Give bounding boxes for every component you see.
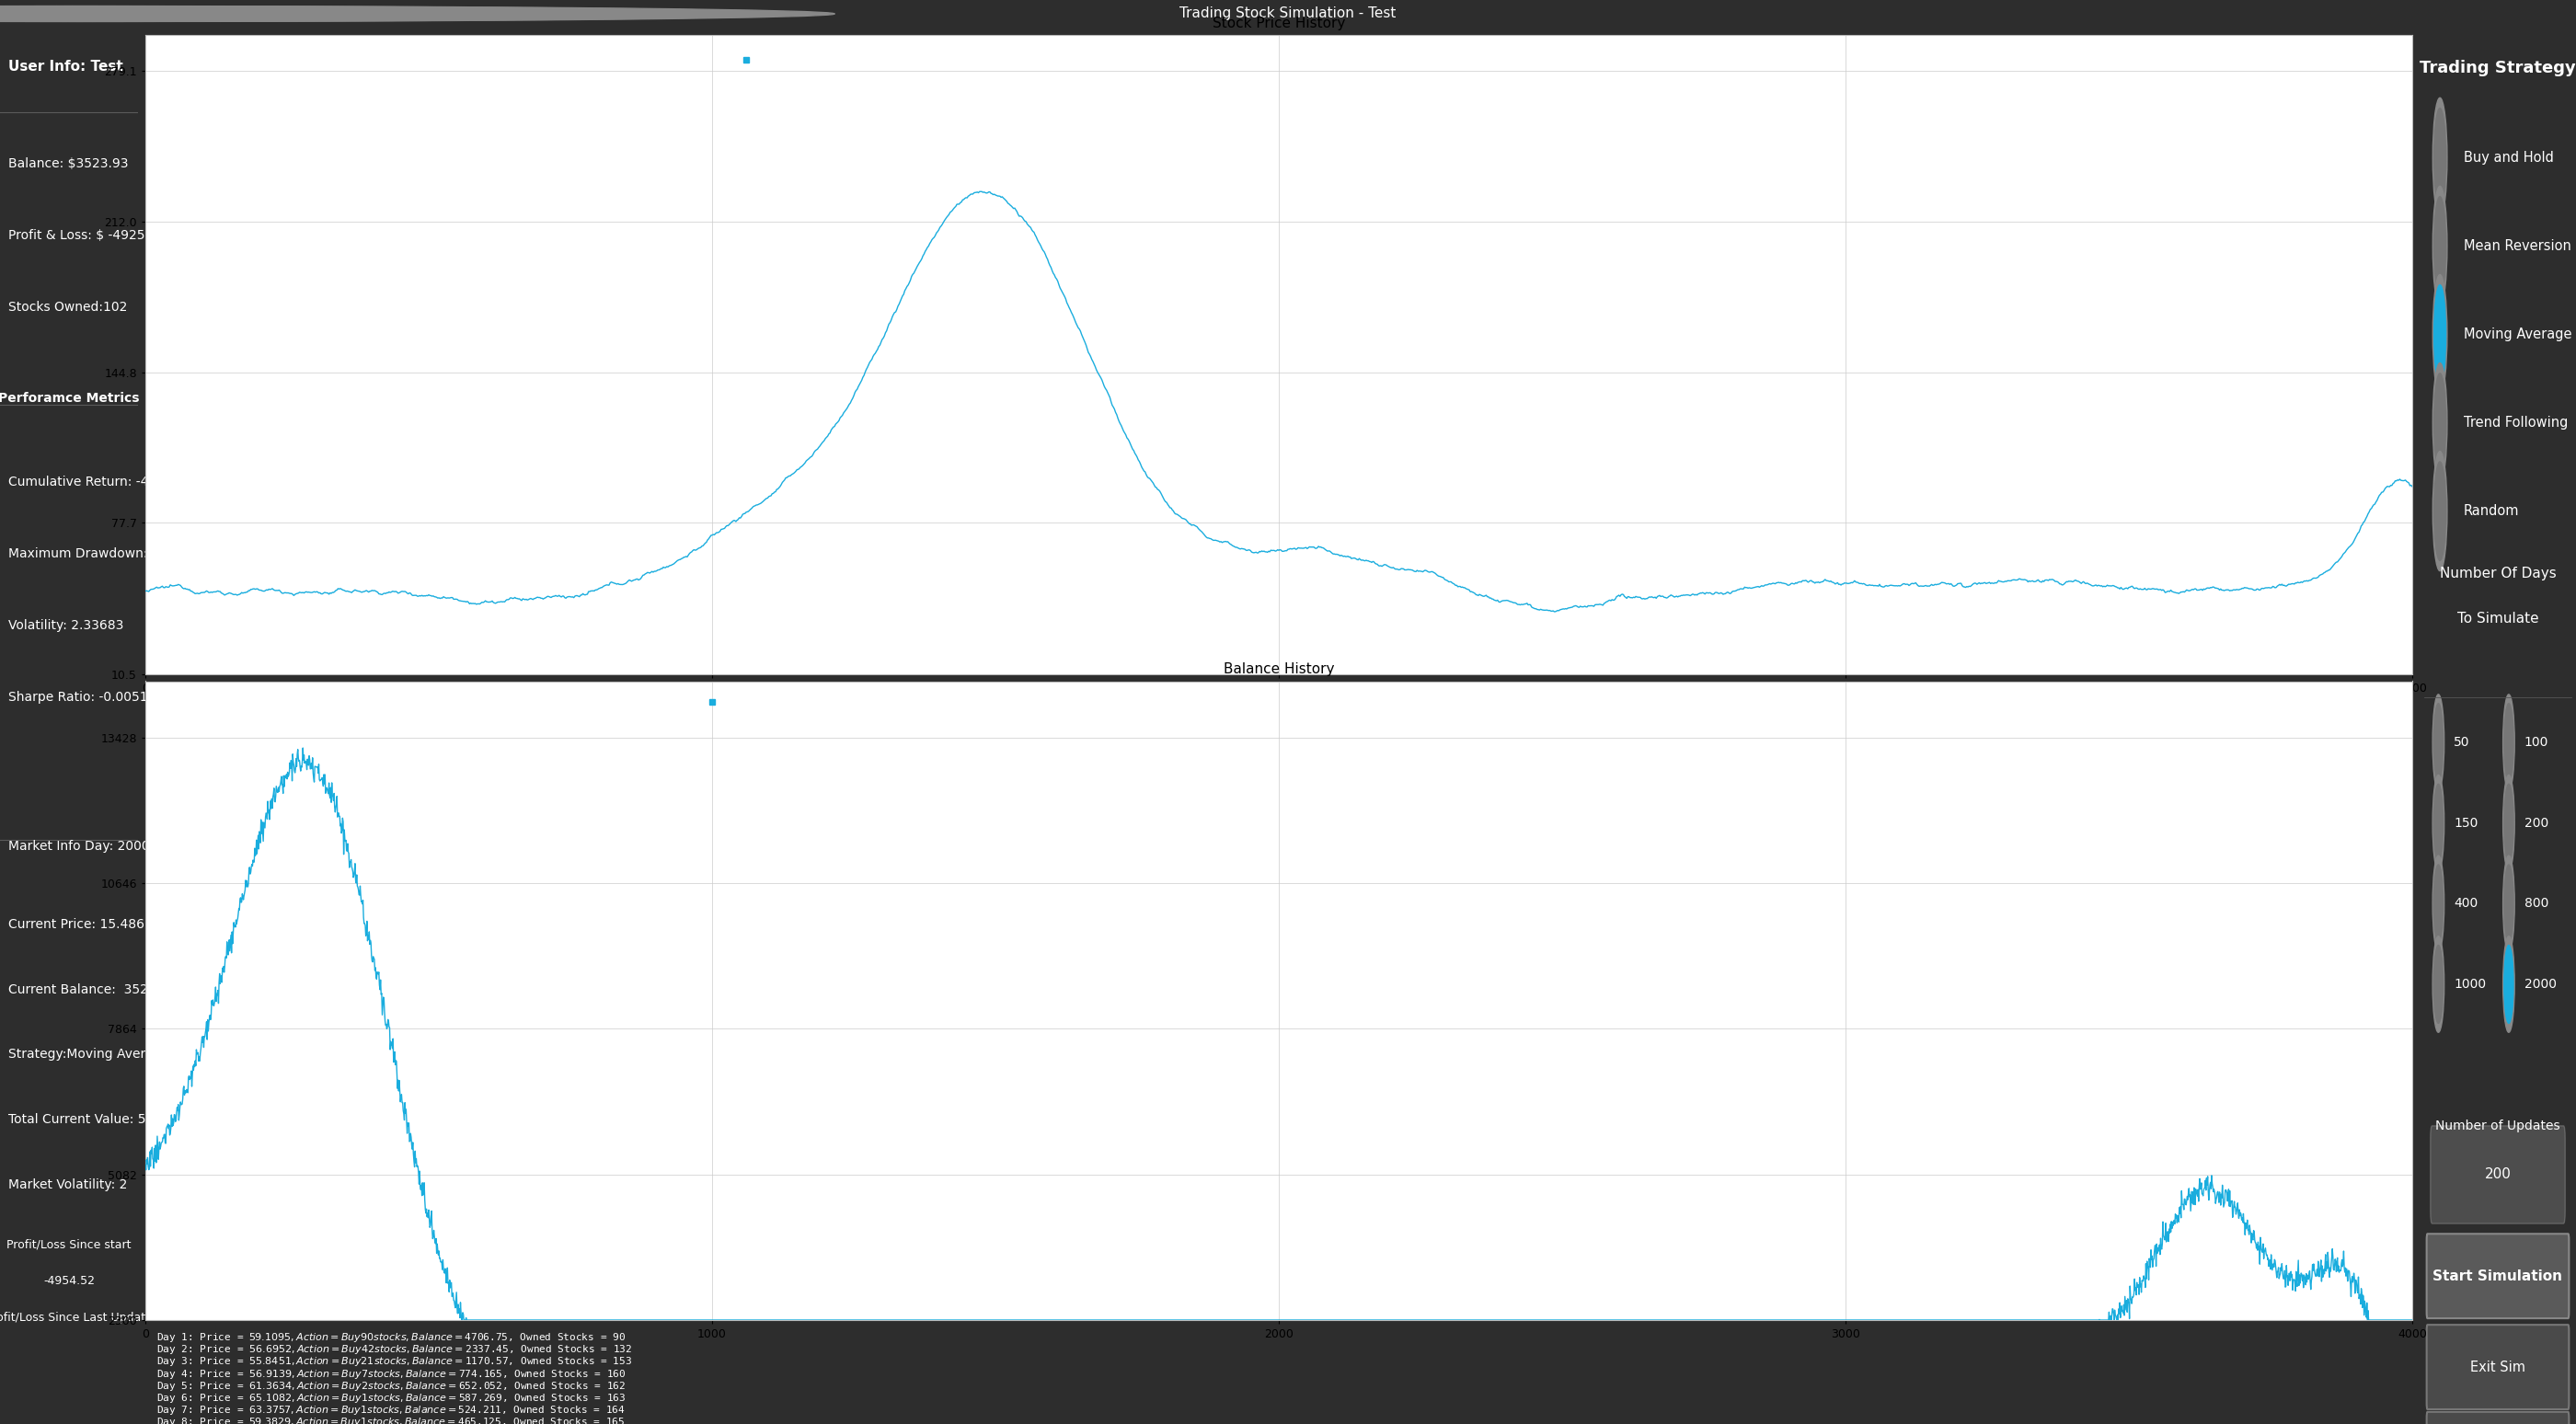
- Text: 2000: 2000: [2524, 978, 2555, 991]
- Circle shape: [2434, 108, 2445, 206]
- Text: 200: 200: [2483, 1168, 2512, 1182]
- Circle shape: [2432, 187, 2447, 306]
- FancyBboxPatch shape: [2427, 1324, 2568, 1410]
- Text: Stocks Owned:102: Stocks Owned:102: [8, 300, 126, 313]
- Text: Day 3: Price = $55.8451, Action = Buy 21 stocks, Balance = $1170.57, Owned Stock: Day 3: Price = $55.8451, Action = Buy 21…: [157, 1356, 631, 1368]
- Text: 50: 50: [2455, 736, 2470, 749]
- Text: Current Price: 15.4867: Current Price: 15.4867: [8, 918, 152, 931]
- Text: Perforamce Metrics: Perforamce Metrics: [0, 392, 139, 404]
- FancyBboxPatch shape: [2427, 1413, 2568, 1424]
- Circle shape: [2504, 775, 2514, 871]
- Text: Sharpe Ratio: -0.00510371: Sharpe Ratio: -0.00510371: [8, 691, 180, 703]
- Circle shape: [2434, 461, 2445, 561]
- Text: Profit/Loss Since Last Update: Profit/Loss Since Last Update: [0, 1312, 152, 1324]
- Text: Trading Strategy: Trading Strategy: [2419, 60, 2576, 77]
- Text: 800: 800: [2524, 897, 2548, 910]
- Text: Total Current Value: 5091.87: Total Current Value: 5091.87: [8, 1114, 191, 1126]
- Circle shape: [2504, 856, 2514, 951]
- Text: Market Info Day: 2000: Market Info Day: 2000: [8, 840, 149, 853]
- Circle shape: [2432, 98, 2447, 218]
- Circle shape: [2432, 695, 2445, 790]
- Text: Number of Updates: Number of Updates: [2434, 1119, 2561, 1132]
- Text: Random: Random: [2463, 504, 2519, 518]
- Text: Day 5: Price = $61.3634, Action = Buy 2 stocks, Balance = $652.052, Owned Stocks: Day 5: Price = $61.3634, Action = Buy 2 …: [157, 1380, 626, 1393]
- Circle shape: [0, 6, 768, 21]
- Title: Balance History: Balance History: [1224, 662, 1334, 676]
- Circle shape: [2432, 363, 2447, 483]
- Circle shape: [2432, 451, 2447, 571]
- Text: 150: 150: [2455, 816, 2478, 830]
- Text: Cumulative Return: -47.7179: Cumulative Return: -47.7179: [8, 476, 193, 488]
- FancyBboxPatch shape: [2427, 1233, 2568, 1319]
- Text: 400: 400: [2455, 897, 2478, 910]
- Text: Exit Sim: Exit Sim: [2470, 1360, 2524, 1374]
- Circle shape: [0, 6, 835, 21]
- Text: Moving Average: Moving Average: [2463, 328, 2571, 342]
- Text: Day 6: Price = $65.1082, Action = Buy 1 stocks, Balance = $587.269, Owned Stocks: Day 6: Price = $65.1082, Action = Buy 1 …: [157, 1391, 626, 1404]
- Title: Stock Price History: Stock Price History: [1213, 16, 1345, 30]
- Circle shape: [2434, 703, 2442, 782]
- FancyBboxPatch shape: [2432, 1126, 2566, 1223]
- Circle shape: [2434, 946, 2442, 1024]
- Circle shape: [2504, 785, 2514, 862]
- Text: Current Balance:  3523.93: Current Balance: 3523.93: [8, 983, 175, 995]
- Circle shape: [2434, 373, 2445, 473]
- Text: Day 1: Price = $59.1095, Action = Buy 90 stocks, Balance = $4706.75, Owned Stock: Day 1: Price = $59.1095, Action = Buy 90…: [157, 1331, 626, 1344]
- Circle shape: [2432, 856, 2445, 951]
- Text: -4954.52: -4954.52: [44, 1276, 95, 1287]
- Circle shape: [2434, 785, 2442, 862]
- Text: Trend Following: Trend Following: [2463, 416, 2568, 430]
- Text: Balance: $3523.93: Balance: $3523.93: [8, 158, 129, 171]
- Text: 1000: 1000: [2455, 978, 2486, 991]
- Text: Start Simulation: Start Simulation: [2432, 1269, 2563, 1283]
- Circle shape: [2434, 285, 2445, 383]
- Text: Day 2: Price = $56.6952, Action = Buy 42 stocks, Balance = $2337.45, Owned Stock: Day 2: Price = $56.6952, Action = Buy 42…: [157, 1343, 631, 1356]
- Text: Buy and Hold: Buy and Hold: [2463, 151, 2553, 165]
- Circle shape: [2432, 275, 2447, 394]
- Circle shape: [2432, 936, 2445, 1032]
- Text: 100: 100: [2524, 736, 2548, 749]
- Text: Day 7: Price = $63.3757, Action = Buy 1 stocks, Balance = $524.211, Owned Stocks: Day 7: Price = $63.3757, Action = Buy 1 …: [157, 1404, 626, 1417]
- Text: Market Volatility: 2: Market Volatility: 2: [8, 1178, 126, 1190]
- Text: Profit/Loss Since start: Profit/Loss Since start: [8, 1239, 131, 1250]
- Circle shape: [0, 6, 801, 21]
- Text: Number Of Days: Number Of Days: [2439, 567, 2555, 581]
- Circle shape: [2504, 946, 2514, 1024]
- Circle shape: [2432, 775, 2445, 871]
- Text: Profit & Loss: $ -4925.69: Profit & Loss: $ -4925.69: [8, 229, 165, 242]
- Text: Day 4: Price = $56.9139, Action = Buy 7 stocks, Balance = $774.165, Owned Stocks: Day 4: Price = $56.9139, Action = Buy 7 …: [157, 1367, 626, 1380]
- Circle shape: [2504, 703, 2514, 782]
- Text: Trading Stock Simulation - Test: Trading Stock Simulation - Test: [1180, 7, 1396, 21]
- Text: Strategy:Moving Average: Strategy:Moving Average: [8, 1048, 170, 1061]
- Circle shape: [2434, 197, 2445, 295]
- Text: To Simulate: To Simulate: [2458, 612, 2537, 627]
- Text: Volatility: 2.33683: Volatility: 2.33683: [8, 619, 124, 632]
- Circle shape: [2504, 864, 2514, 943]
- Text: Maximum Drawdown: 82.871: Maximum Drawdown: 82.871: [8, 547, 196, 561]
- Circle shape: [2504, 695, 2514, 790]
- Text: User Info: Test: User Info: Test: [8, 60, 124, 74]
- Text: Mean Reversion: Mean Reversion: [2463, 239, 2571, 253]
- Circle shape: [2504, 936, 2514, 1032]
- Text: 200: 200: [2524, 816, 2548, 830]
- Text: Day 8: Price = $59.3829, Action = Buy 1 stocks, Balance = $465.125, Owned Stocks: Day 8: Price = $59.3829, Action = Buy 1 …: [157, 1415, 626, 1424]
- Circle shape: [2434, 864, 2442, 943]
